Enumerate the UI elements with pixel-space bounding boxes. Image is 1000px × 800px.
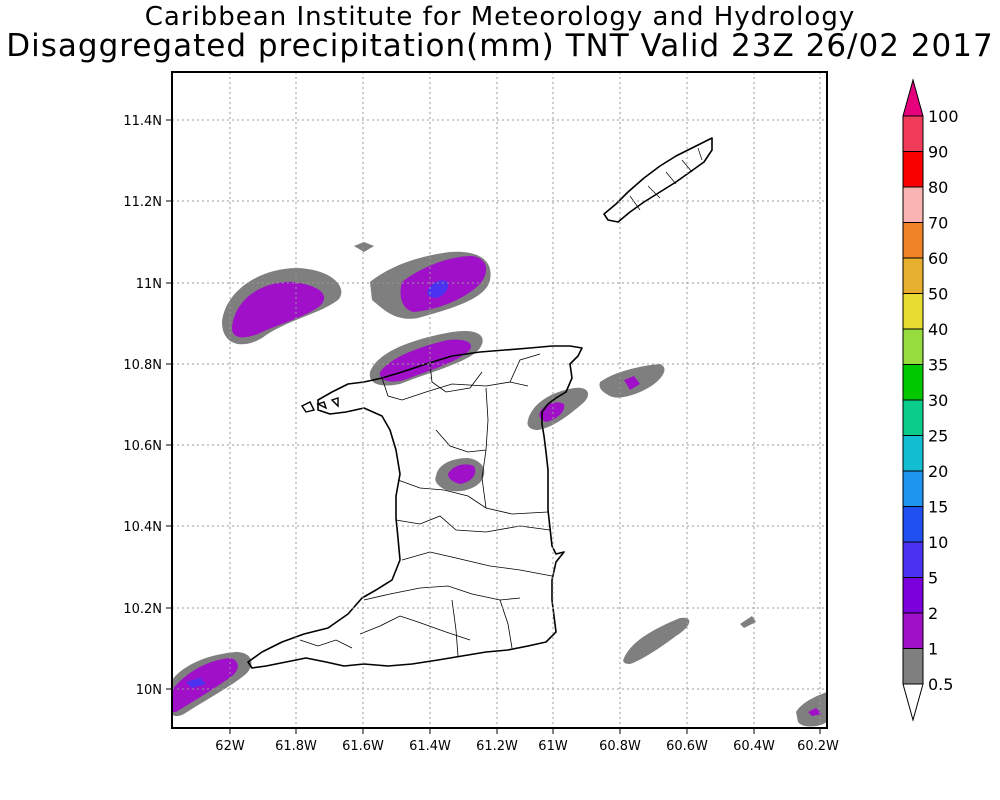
lat-label: 11.4N	[123, 114, 162, 129]
colorbar-level-label: 1	[928, 640, 938, 659]
lat-label: 10.8N	[123, 358, 162, 373]
colorbar-level-label: 10	[928, 533, 948, 552]
precip-cell-southwest	[186, 678, 206, 688]
map-plot-area: 62W 61.8W 61.6W 61.4W 61.2W 61W 60.8W 60…	[123, 71, 839, 754]
lon-label: 60.8W	[599, 739, 641, 754]
longitude-labels: 62W 61.8W 61.6W 61.4W 61.2W 61W 60.8W 60…	[215, 739, 839, 754]
precip-cell-north-central	[427, 280, 449, 298]
precip-core-nw	[232, 281, 325, 338]
colorbar-swatch	[902, 257, 924, 294]
lon-label: 60.2W	[797, 739, 839, 754]
precip-core-central	[448, 464, 476, 484]
colorbar-swatch	[902, 612, 924, 649]
colorbar-level-label: 70	[928, 214, 948, 233]
axis-ticks	[166, 119, 821, 734]
colorbar-swatch	[902, 115, 924, 152]
lat-label: 11.2N	[123, 195, 162, 210]
small-islands-bocas	[300, 397, 339, 413]
lon-label: 61.6W	[342, 739, 384, 754]
lat-label: 10.4N	[123, 520, 162, 535]
map-title-product: Disaggregated precipitation(mm) TNT Vali…	[6, 28, 994, 64]
colorbar-swatch	[902, 648, 924, 685]
lon-label: 61W	[538, 739, 568, 754]
precip-area-far-east	[740, 616, 756, 628]
colorbar-swatch	[902, 506, 924, 543]
colorbar-level-label: 0.5	[928, 675, 953, 694]
precip-area-small-north	[354, 242, 374, 252]
colorbar-swatch	[902, 399, 924, 436]
lat-label: 10.6N	[123, 439, 162, 454]
colorbar-level-label: 60	[928, 249, 948, 268]
colorbar-swatch	[902, 151, 924, 188]
trinidad-admin-boundaries	[299, 353, 553, 657]
lat-label: 10N	[136, 683, 162, 698]
map-title-institution: Caribbean Institute for Meteorology and …	[144, 2, 856, 32]
colorbar-level-label: 40	[928, 320, 948, 339]
plot-background	[172, 72, 827, 728]
colorbar-level-label: 80	[928, 178, 948, 197]
colorbar-level-label: 20	[928, 462, 948, 481]
precip-core-southwest	[172, 658, 238, 712]
colorbar-swatch	[902, 328, 924, 365]
tobago-outline	[603, 137, 713, 223]
colorbar-level-label: 100	[928, 107, 959, 126]
lon-label: 60.6W	[666, 739, 708, 754]
colorbar-swatch	[902, 470, 924, 507]
tobago-parish-boundaries	[629, 147, 703, 211]
lon-label: 61.8W	[275, 739, 317, 754]
colorbar-arrow-high	[902, 78, 924, 117]
colorbar-level-label: 50	[928, 285, 948, 304]
colorbar-swatch	[902, 577, 924, 614]
precip-area-corner	[796, 692, 827, 727]
lon-label: 62W	[215, 739, 245, 754]
colorbar-level-label: 35	[928, 356, 948, 375]
colorbar-level-label: 5	[928, 569, 938, 588]
colorbar-level-label: 25	[928, 427, 948, 446]
colorbar-level-label: 2	[928, 604, 938, 623]
trinidad-outline	[247, 345, 583, 669]
colorbar-level-label: 90	[928, 143, 948, 162]
latitude-labels: 10N 10.2N 10.4N 10.6N 10.8N 11N 11.2N 11…	[123, 114, 162, 698]
precip-core-east	[624, 376, 640, 390]
lon-label: 60.4W	[733, 739, 775, 754]
map-grid	[172, 72, 827, 728]
plot-frame	[171, 71, 828, 729]
colorbar-swatch	[902, 186, 924, 223]
colorbar-arrow-low	[902, 683, 924, 722]
lat-label: 11N	[136, 277, 162, 292]
colorbar-level-label: 30	[928, 391, 948, 410]
lon-label: 61.2W	[476, 739, 518, 754]
precip-area-southeast	[623, 617, 690, 664]
precip-areas-heavy	[186, 280, 449, 688]
colorbar-swatch	[902, 364, 924, 401]
lat-label: 10.2N	[123, 602, 162, 617]
precip-core-corner	[808, 708, 822, 716]
colorbar-level-label: 15	[928, 498, 948, 517]
colorbar-swatch	[902, 541, 924, 578]
lon-label: 61.4W	[409, 739, 451, 754]
colorbar-swatch	[902, 222, 924, 259]
colorbar-swatch	[902, 435, 924, 472]
colorbar-swatch	[902, 293, 924, 330]
